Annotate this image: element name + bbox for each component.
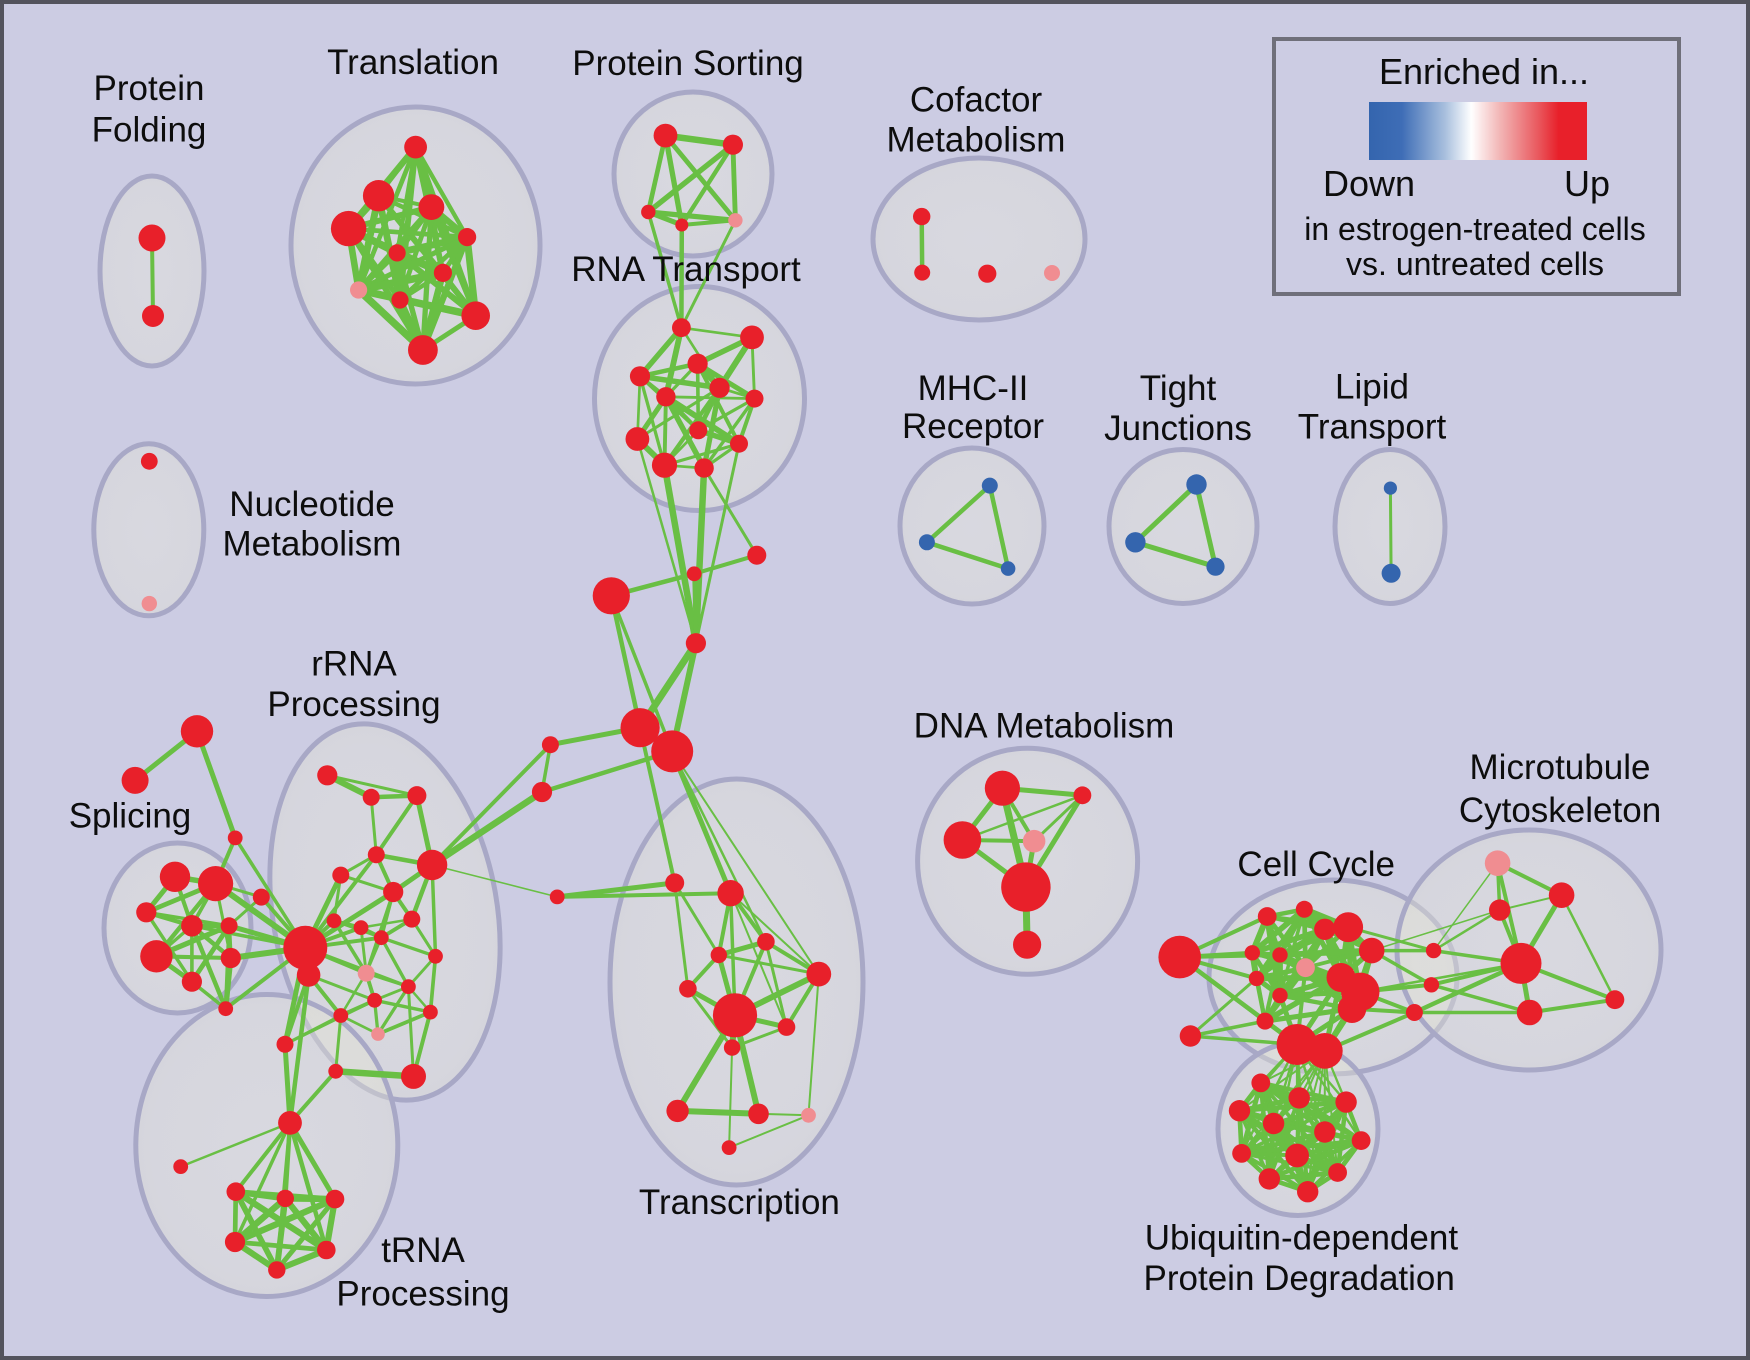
svg-text:DNA Metabolism: DNA Metabolism — [914, 707, 1175, 746]
svg-text:Nucleotide: Nucleotide — [229, 485, 394, 524]
svg-text:Protein: Protein — [94, 69, 205, 108]
svg-text:Receptor: Receptor — [902, 407, 1044, 446]
svg-text:rRNA: rRNA — [311, 645, 397, 684]
svg-text:in estrogen-treated cells: in estrogen-treated cells — [1304, 211, 1646, 247]
svg-text:Transcription: Transcription — [639, 1183, 840, 1222]
svg-text:Up: Up — [1564, 163, 1610, 204]
svg-text:Protein Degradation: Protein Degradation — [1144, 1259, 1455, 1298]
svg-text:Metabolism: Metabolism — [223, 525, 402, 564]
svg-text:RNA Transport: RNA Transport — [571, 250, 801, 289]
svg-text:Processing: Processing — [267, 685, 440, 724]
svg-text:Folding: Folding — [92, 110, 207, 149]
svg-text:MHC-II: MHC-II — [918, 369, 1029, 408]
svg-text:vs. untreated cells: vs. untreated cells — [1346, 246, 1604, 282]
svg-text:Enriched in...: Enriched in... — [1379, 51, 1589, 92]
svg-text:Lipid: Lipid — [1335, 368, 1409, 407]
svg-text:Microtubule: Microtubule — [1470, 748, 1651, 787]
svg-text:Cell Cycle: Cell Cycle — [1237, 845, 1395, 884]
svg-text:Tight: Tight — [1140, 369, 1217, 408]
svg-text:Down: Down — [1323, 163, 1415, 204]
svg-text:tRNA: tRNA — [381, 1231, 465, 1270]
svg-text:Protein Sorting: Protein Sorting — [572, 44, 804, 83]
svg-text:Cytoskeleton: Cytoskeleton — [1459, 791, 1661, 830]
svg-text:Metabolism: Metabolism — [887, 120, 1066, 159]
svg-text:Transport: Transport — [1298, 408, 1447, 447]
svg-text:Cofactor: Cofactor — [910, 80, 1043, 119]
svg-text:Splicing: Splicing — [69, 797, 192, 836]
svg-text:Ubiquitin-dependent: Ubiquitin-dependent — [1145, 1218, 1459, 1257]
svg-text:Translation: Translation — [327, 43, 499, 82]
svg-text:Junctions: Junctions — [1104, 409, 1252, 448]
svg-text:Processing: Processing — [336, 1275, 509, 1314]
